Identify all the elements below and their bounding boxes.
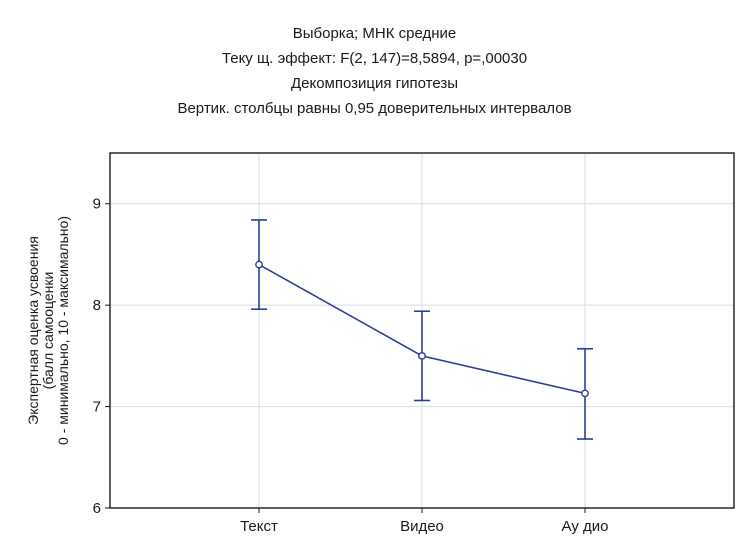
y-tick-label-6: 6 xyxy=(93,500,101,517)
y-axis-label-line-3: 0 - минимально, 10 - максимально) xyxy=(55,216,71,445)
data-point-1 xyxy=(418,351,426,360)
chart-subtitle-ci-note: Вертик. столбцы равны 0,95 доверительных… xyxy=(177,100,572,117)
y-tick-label-8: 8 xyxy=(93,297,101,314)
y-axis-label: Экспертная оценка усвоения (балл самооце… xyxy=(25,216,71,445)
y-tick-label-9: 9 xyxy=(93,196,101,213)
y-axis-label-line-1: Экспертная оценка усвоения xyxy=(25,236,41,425)
x-tick-label-0: Текст xyxy=(240,518,278,535)
chart-title-block: Выборка; МНК средние Теку щ. эффект: F(2… xyxy=(0,24,749,124)
x-tick-label-1: Видео xyxy=(400,518,444,535)
data-point-2 xyxy=(581,389,589,398)
y-tick-label-7: 7 xyxy=(93,399,101,416)
data-point-0 xyxy=(255,260,263,269)
y-ticks: 6 7 8 9 xyxy=(93,196,110,517)
series xyxy=(251,219,593,440)
x-tick-label-2: Ау дио xyxy=(562,518,609,535)
x-ticks: Текст Видео Ау дио xyxy=(240,508,608,535)
chart-subtitle-decomposition: Декомпозиция гипотезы xyxy=(290,75,459,92)
chart-title: Выборка; МНК средние xyxy=(292,25,457,42)
chart-subtitle-effect: Теку щ. эффект: F(2, 147)=8,5894, p=,000… xyxy=(221,50,528,67)
y-axis-label-line-2: (балл самооценки xyxy=(40,272,56,390)
